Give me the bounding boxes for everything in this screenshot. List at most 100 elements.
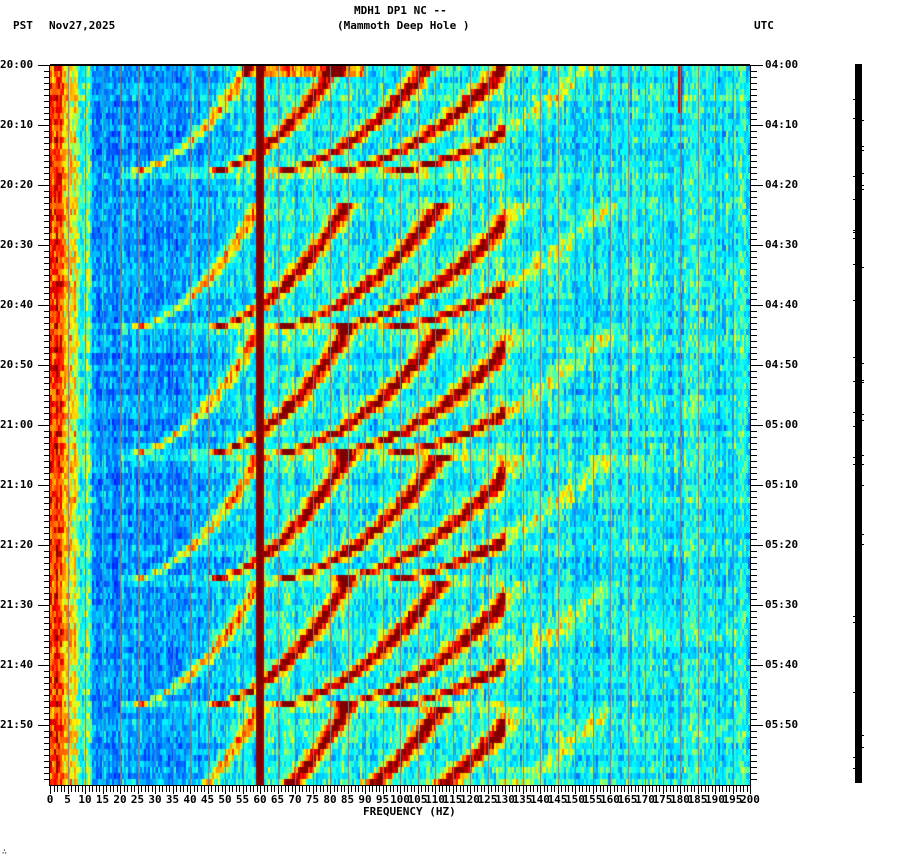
x-minor-tick <box>614 786 615 792</box>
scale-bar-tick <box>862 363 864 364</box>
x-minor-tick <box>533 786 534 792</box>
right-minor-tick <box>751 761 757 762</box>
left-minor-tick <box>44 563 50 564</box>
left-minor-tick <box>44 611 50 612</box>
right-time-label: 04:40 <box>765 298 799 311</box>
right-minor-tick <box>751 131 757 132</box>
frequency-tick-label: 60 <box>253 793 267 806</box>
x-major-tick <box>470 786 471 794</box>
right-minor-tick <box>751 197 757 198</box>
left-minor-tick <box>44 83 50 84</box>
left-minor-tick <box>44 215 50 216</box>
x-major-tick <box>698 786 699 794</box>
scale-bar-tick <box>862 747 864 748</box>
left-minor-tick <box>44 371 50 372</box>
x-minor-tick <box>162 786 163 792</box>
x-minor-tick <box>141 786 142 792</box>
amplitude-scale-bar <box>853 64 864 783</box>
left-minor-tick <box>44 359 50 360</box>
x-major-tick <box>593 786 594 794</box>
x-minor-tick <box>197 786 198 792</box>
right-minor-tick <box>751 677 757 678</box>
x-minor-tick <box>99 786 100 792</box>
right-minor-tick <box>751 149 757 150</box>
x-minor-tick <box>166 786 167 792</box>
frequency-tick-label: 10 <box>78 793 92 806</box>
right-time-label: 05:40 <box>765 658 799 671</box>
x-minor-tick <box>89 786 90 792</box>
x-minor-tick <box>379 786 380 792</box>
x-minor-tick <box>159 786 160 792</box>
right-minor-tick <box>751 767 757 768</box>
left-minor-tick <box>44 137 50 138</box>
left-minor-tick <box>44 773 50 774</box>
left-minor-tick <box>44 143 50 144</box>
right-minor-tick <box>751 269 757 270</box>
x-minor-tick <box>215 786 216 792</box>
x-minor-tick <box>187 786 188 792</box>
right-minor-tick <box>751 437 757 438</box>
left-major-tick <box>38 245 50 246</box>
x-axis-title: FREQUENCY (HZ) <box>363 805 456 818</box>
left-minor-tick <box>44 755 50 756</box>
left-minor-tick <box>44 179 50 180</box>
left-minor-tick <box>44 323 50 324</box>
right-major-tick <box>751 425 763 426</box>
x-minor-tick <box>673 786 674 792</box>
right-minor-tick <box>751 383 757 384</box>
right-minor-tick <box>751 329 757 330</box>
right-minor-tick <box>751 167 757 168</box>
right-y-axis-line <box>750 65 751 786</box>
x-minor-tick <box>211 786 212 792</box>
x-minor-tick <box>369 786 370 792</box>
scale-bar-tick <box>853 264 855 265</box>
scale-bar-tick <box>862 544 864 545</box>
x-major-tick <box>750 786 751 794</box>
x-minor-tick <box>281 786 282 792</box>
right-major-tick <box>751 185 763 186</box>
x-major-tick <box>103 786 104 794</box>
x-minor-tick <box>92 786 93 792</box>
x-minor-tick <box>148 786 149 792</box>
x-major-tick <box>540 786 541 794</box>
left-time-label: 20:10 <box>0 118 34 131</box>
scale-bar-tick <box>862 146 864 147</box>
right-minor-tick <box>751 161 757 162</box>
left-minor-tick <box>44 779 50 780</box>
left-minor-tick <box>44 269 50 270</box>
right-minor-tick <box>751 215 757 216</box>
right-minor-tick <box>751 707 757 708</box>
right-minor-tick <box>751 479 757 480</box>
left-minor-tick <box>44 401 50 402</box>
right-time-label: 05:00 <box>765 418 799 431</box>
scale-bar-tick <box>862 173 864 174</box>
left-minor-tick <box>44 599 50 600</box>
x-minor-tick <box>736 786 737 792</box>
frequency-tick-label: 115 <box>442 793 463 806</box>
frequency-tick-label: 180 <box>670 793 690 806</box>
scale-bar-tick <box>853 412 855 413</box>
x-minor-tick <box>316 786 317 792</box>
left-minor-tick <box>44 761 50 762</box>
left-minor-tick <box>44 533 50 534</box>
x-minor-tick <box>719 786 720 792</box>
right-major-tick <box>751 605 763 606</box>
x-minor-tick <box>257 786 258 792</box>
left-time-label: 20:20 <box>0 178 34 191</box>
left-major-tick <box>38 365 50 366</box>
scale-bar-tick <box>853 464 855 465</box>
frequency-tick-label: 75 <box>305 793 320 806</box>
x-major-tick <box>313 786 314 794</box>
left-minor-tick <box>44 113 50 114</box>
x-minor-tick <box>222 786 223 792</box>
x-minor-tick <box>106 786 107 792</box>
right-time-label: 05:20 <box>765 538 799 551</box>
left-time-label: 21:50 <box>0 718 34 731</box>
x-minor-tick <box>358 786 359 792</box>
x-minor-tick <box>631 786 632 792</box>
x-minor-tick <box>509 786 510 792</box>
station-title: MDH1 DP1 NC -- <box>354 4 447 17</box>
x-minor-tick <box>572 786 573 792</box>
x-minor-tick <box>183 786 184 792</box>
x-minor-tick <box>334 786 335 792</box>
